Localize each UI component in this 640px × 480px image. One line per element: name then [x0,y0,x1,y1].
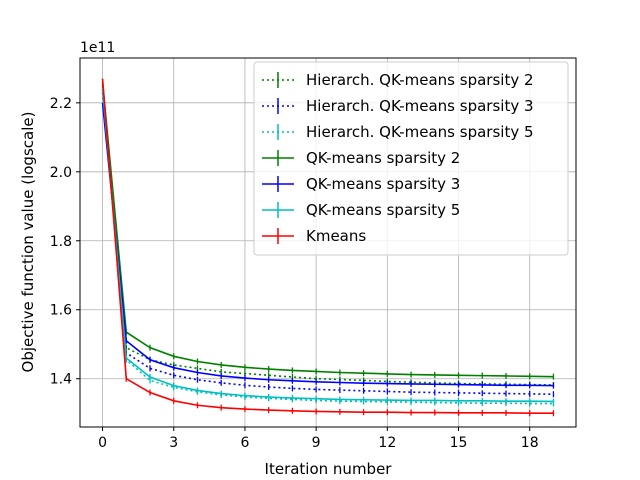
series-line-6 [101,78,554,415]
series-line-5 [101,88,554,403]
y-offset-label: 1e11 [80,40,115,56]
legend: Hierarch. QK-means sparsity 2 Hierarch. Q… [253,61,569,256]
x-tick-label: 3 [169,435,178,451]
y-axis-ticks: 1.4 1.6 1.8 2.0 2.2 [50,96,80,388]
legend-label-5: QK-means sparsity 5 [306,201,460,219]
legend-label-0: Hierarch. QK-means sparsity 2 [306,71,534,89]
x-axis-label: Iteration number [265,460,393,478]
y-tick-label: 1.6 [50,303,72,319]
legend-label-4: QK-means sparsity 3 [306,175,460,193]
x-tick-label: 9 [312,435,321,451]
plot-frame [79,57,577,428]
x-tick-label: 18 [521,435,539,451]
x-tick-label: 12 [378,435,396,451]
series-line-3 [101,82,554,378]
y-tick-label: 1.4 [50,372,72,388]
x-tick-label: 6 [240,435,249,451]
series-lines [101,78,555,417]
x-axis-ticks: 0 3 6 9 12 15 18 [98,427,539,451]
x-tick-label: 0 [98,435,107,451]
y-axis-label: Objective function value (logscale) [19,112,37,373]
y-tick-label: 1.8 [50,234,72,250]
series-line-2 [101,88,554,405]
legend-label-3: QK-means sparsity 2 [306,149,460,167]
x-tick-label: 15 [450,435,468,451]
legend-label-2: Hierarch. QK-means sparsity 5 [306,123,534,141]
y-tick-label: 2.2 [50,96,72,112]
legend-label-6: Kmeans [306,227,366,245]
series-line-4 [101,102,554,387]
legend-box [253,61,569,256]
y-tick-label: 2.0 [50,165,72,181]
legend-label-1: Hierarch. QK-means sparsity 3 [306,97,534,115]
